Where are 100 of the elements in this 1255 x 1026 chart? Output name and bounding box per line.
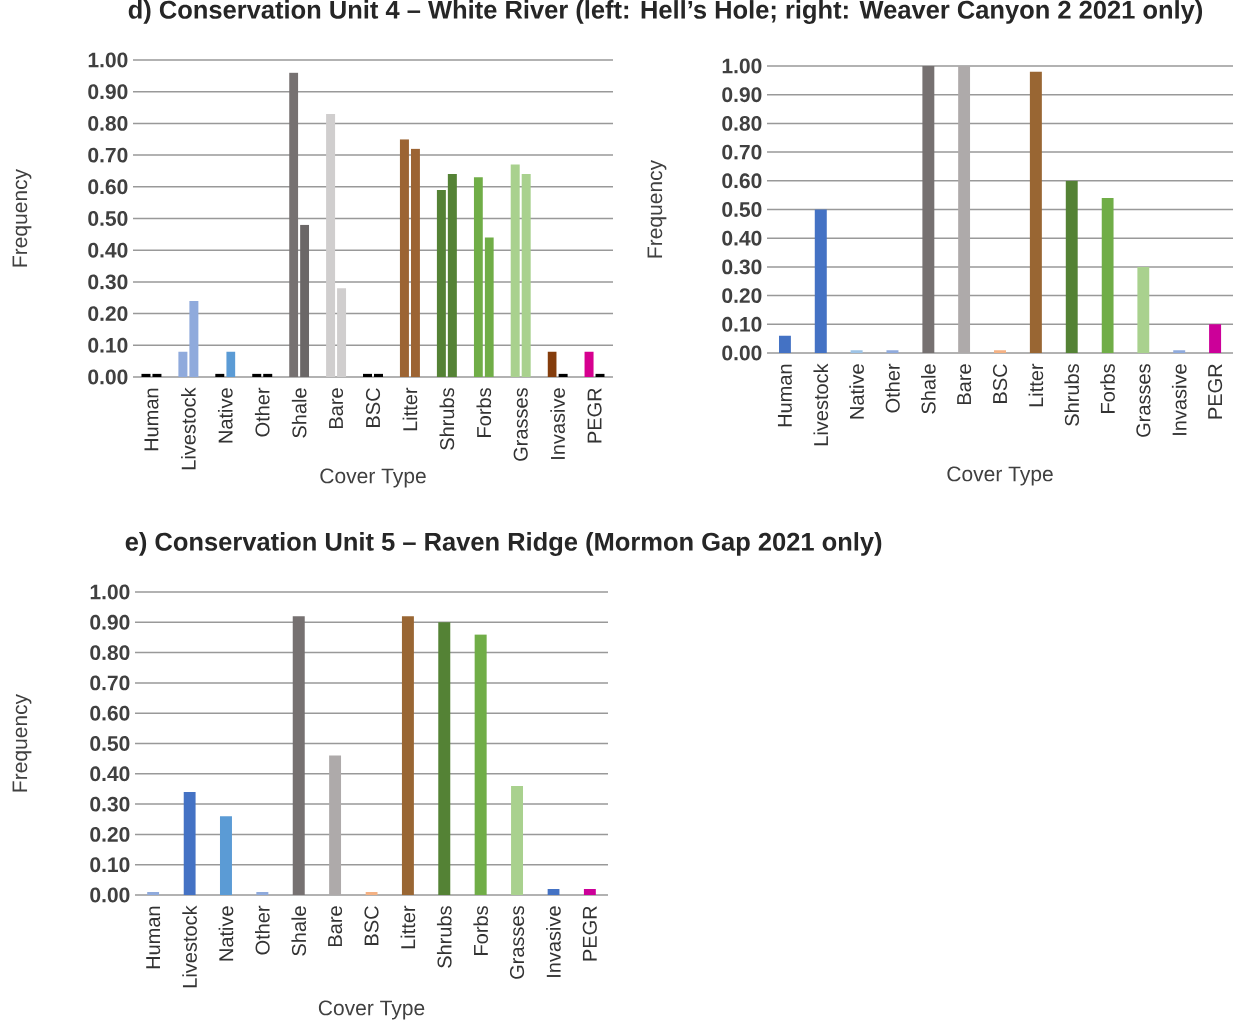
bar: [401, 616, 414, 895]
y-tick-label: 0.70: [722, 144, 762, 160]
bar: [1209, 324, 1222, 353]
bar: [473, 177, 483, 377]
y-tick-label: 0.80: [722, 115, 762, 131]
y-tick-label: 0.00: [722, 345, 762, 361]
x-tick-label: PEGR: [582, 906, 597, 961]
bar: [1029, 71, 1042, 353]
x-tick-label: Other: [254, 387, 270, 437]
bar: [994, 350, 1007, 353]
x-tick-label: Litter: [1028, 363, 1044, 407]
x-tick-label: Grasses: [509, 906, 525, 979]
x-axis-title: Cover Type: [320, 468, 426, 488]
y-tick-label: 0.90: [722, 87, 762, 103]
y-tick-label: 0.80: [88, 115, 128, 131]
x-tick-label: Shale: [920, 364, 936, 414]
bar: [141, 373, 151, 377]
y-tick-label: 0.20: [90, 826, 130, 842]
x-tick-label: Shrubs: [1064, 364, 1080, 426]
y-tick-label: 1.00: [90, 584, 130, 600]
x-tick-label: Shale: [291, 906, 307, 956]
y-tick-label: 0.00: [90, 887, 130, 903]
bar: [510, 164, 520, 377]
bar: [410, 148, 420, 377]
x-tick-label: Shale: [291, 388, 307, 438]
x-tick-label: BSC: [992, 364, 1008, 403]
bar: [447, 174, 457, 377]
x-tick-label: Livestock: [181, 387, 196, 470]
y-axis-title: Frequency: [647, 159, 667, 258]
x-tick-label: Native: [849, 364, 864, 419]
x-tick-label: Other: [885, 363, 900, 413]
bar: [399, 139, 409, 377]
chart-title: e) Conservation Unit 5 – Raven Ridge (Mormon Gap 2021 only): [125, 532, 882, 556]
bar: [183, 791, 196, 895]
y-tick-label: 0.80: [90, 645, 130, 661]
bar: [1173, 350, 1186, 353]
x-tick-label: Bare: [329, 388, 344, 429]
text: d) Conservation Unit 4 – White River (left: Hell’s Hole; right: Weaver Canyon 2 2021 only): [128, 0, 1203, 24]
bar: [850, 350, 863, 353]
bar: [778, 335, 791, 353]
x-tick-label: Human: [777, 364, 792, 427]
y-tick-label: 0.40: [88, 242, 128, 258]
y-tick-label: 0.60: [722, 173, 762, 189]
x-tick-label: Grasses: [1136, 364, 1151, 437]
y-tick-label: 0.70: [88, 147, 128, 163]
bar: [958, 66, 971, 353]
x-tick-label: BSC: [365, 388, 381, 427]
y-tick-label: 0.50: [90, 736, 130, 751]
y-tick-label: 0.50: [88, 211, 128, 226]
x-tick-label: Livestock: [182, 905, 197, 988]
bar: [178, 351, 188, 377]
x-tick-label: Livestock: [813, 363, 829, 446]
x-tick-label: Human: [144, 388, 159, 451]
bar: [1065, 180, 1078, 353]
y-axis-title: Frequency: [12, 168, 32, 267]
bar: [365, 891, 378, 895]
x-tick-label: Human: [146, 906, 161, 969]
bar: [922, 66, 935, 353]
x-tick-label: Shrubs: [436, 906, 452, 968]
x-tick-label: Invasive: [546, 906, 561, 977]
x-tick-label: Grasses: [513, 388, 528, 461]
x-tick-label: BSC: [364, 906, 379, 945]
x-tick-label: Other: [255, 905, 270, 955]
bar: [326, 113, 336, 377]
x-tick-label: Forbs: [473, 906, 488, 955]
bar: [252, 373, 262, 377]
x-tick-label: Bare: [328, 906, 343, 947]
bar: [263, 373, 273, 377]
bar: [438, 622, 451, 895]
bar: [558, 373, 568, 377]
y-tick-label: 0.40: [722, 230, 762, 246]
y-tick-label: 0.90: [88, 84, 128, 100]
x-tick-label: Native: [217, 388, 233, 443]
x-tick-label: Litter: [402, 387, 418, 431]
y-tick-label: 0.10: [88, 337, 128, 353]
bar: [215, 373, 225, 377]
x-tick-label: Native: [218, 906, 234, 961]
x-tick-label: PEGR: [587, 388, 602, 443]
bar: [521, 174, 531, 377]
y-tick-label: 0.70: [90, 675, 130, 691]
bar: [152, 373, 162, 377]
bar: [292, 616, 305, 895]
x-tick-label: Invasive: [1171, 364, 1187, 435]
bar: [329, 755, 342, 895]
x-tick-label: Litter: [400, 905, 416, 949]
x-axis-title: Cover Type: [318, 1000, 425, 1020]
bar: [256, 891, 269, 895]
x-tick-label: Bare: [957, 364, 972, 405]
x-tick-label: Forbs: [476, 388, 492, 437]
bar: [147, 891, 160, 895]
x-tick-label: PEGR: [1208, 364, 1223, 419]
y-tick-label: 0.40: [90, 766, 130, 782]
bar: [547, 888, 560, 895]
x-tick-label: Invasive: [550, 388, 565, 459]
bar: [511, 785, 524, 895]
bar: [584, 351, 594, 377]
bar: [300, 224, 310, 377]
bar: [1101, 198, 1114, 353]
bar: [583, 888, 596, 895]
y-tick-label: 0.30: [88, 274, 128, 290]
